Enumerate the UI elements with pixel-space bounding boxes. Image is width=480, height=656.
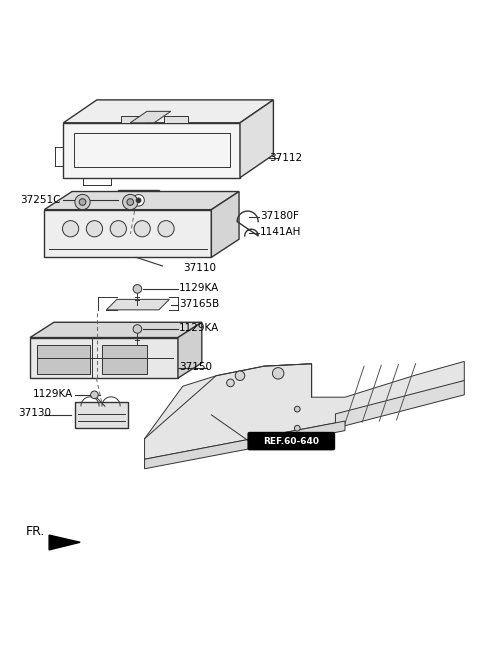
Circle shape: [227, 379, 234, 386]
Polygon shape: [144, 361, 464, 459]
Circle shape: [110, 220, 126, 237]
Text: 37180F: 37180F: [260, 211, 299, 221]
Text: 1141AH: 1141AH: [260, 227, 301, 237]
Polygon shape: [178, 322, 202, 378]
Circle shape: [75, 194, 90, 210]
Circle shape: [136, 198, 141, 203]
Polygon shape: [63, 100, 274, 123]
Polygon shape: [49, 535, 80, 550]
Circle shape: [86, 220, 103, 237]
Polygon shape: [118, 190, 159, 211]
Polygon shape: [102, 344, 147, 375]
Circle shape: [294, 425, 300, 431]
Polygon shape: [120, 116, 144, 123]
Circle shape: [91, 391, 98, 399]
Polygon shape: [240, 100, 274, 178]
Polygon shape: [336, 380, 464, 428]
Circle shape: [134, 220, 150, 237]
Circle shape: [122, 194, 138, 210]
Polygon shape: [130, 112, 171, 123]
Polygon shape: [164, 116, 188, 123]
Text: FR.: FR.: [25, 525, 45, 538]
Text: 1129KA: 1129KA: [179, 283, 219, 293]
Circle shape: [235, 371, 245, 380]
Polygon shape: [264, 364, 312, 397]
Text: 37150: 37150: [179, 362, 212, 372]
Polygon shape: [222, 213, 237, 224]
Circle shape: [133, 195, 144, 206]
Polygon shape: [107, 299, 169, 310]
Circle shape: [133, 285, 142, 293]
Text: 37130: 37130: [18, 408, 51, 418]
Circle shape: [79, 199, 86, 205]
FancyBboxPatch shape: [248, 432, 335, 450]
Polygon shape: [30, 322, 202, 338]
Circle shape: [133, 325, 142, 333]
Text: 1129KA: 1129KA: [33, 389, 72, 399]
Polygon shape: [63, 123, 240, 178]
Polygon shape: [44, 192, 239, 210]
Text: 37112: 37112: [270, 154, 303, 163]
Polygon shape: [37, 344, 90, 375]
Text: 37251C: 37251C: [21, 195, 61, 205]
Text: REF.60-640: REF.60-640: [264, 437, 319, 445]
Polygon shape: [211, 192, 239, 257]
Circle shape: [158, 220, 174, 237]
Circle shape: [273, 367, 284, 379]
Polygon shape: [44, 210, 211, 257]
Text: 37110: 37110: [183, 263, 216, 273]
Text: 37165B: 37165B: [179, 298, 219, 309]
Polygon shape: [30, 338, 178, 378]
Polygon shape: [144, 421, 345, 469]
Circle shape: [294, 406, 300, 412]
Text: 1129KA: 1129KA: [179, 323, 219, 333]
Circle shape: [127, 199, 133, 205]
Circle shape: [62, 220, 79, 237]
Polygon shape: [75, 402, 128, 428]
